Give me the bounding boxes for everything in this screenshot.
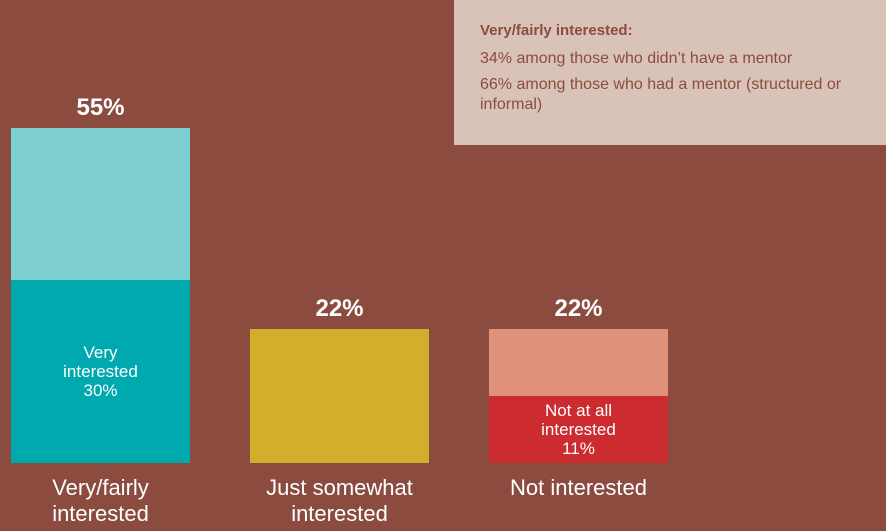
value-label: 22% (554, 294, 603, 322)
segment (489, 395, 668, 463)
segment-value-label: 30% (83, 381, 118, 400)
category-label: Very/fairly interested (52, 475, 149, 526)
category-label: Not interested (510, 475, 647, 500)
value-label: 55% (76, 93, 125, 121)
segment (11, 280, 190, 463)
note-line: 34% among those who didn’t have a mentor (480, 50, 793, 67)
note-box: Very/fairly interested: 34% among those … (454, 0, 886, 145)
note-title: Very/fairly interested: (480, 22, 633, 39)
segment-label: Very interested 30% (11, 280, 190, 463)
bar (250, 328, 429, 463)
note-line: 66% among those who had a mentor (struct… (480, 76, 842, 113)
category-label: Just somewhat interested (266, 475, 413, 526)
value-label: 22% (315, 294, 364, 322)
segment-name: Not at all interested (541, 400, 616, 439)
segment-label: Not at all interested 11% (489, 396, 668, 463)
segment-value-label: 11% (562, 438, 595, 458)
segment-name: Very interested (63, 343, 138, 381)
